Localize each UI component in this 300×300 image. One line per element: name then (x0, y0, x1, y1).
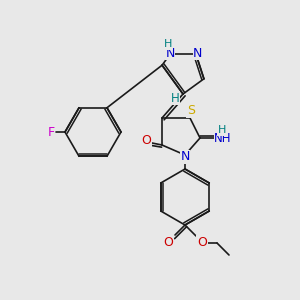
Text: O: O (163, 236, 173, 250)
Text: O: O (141, 134, 151, 148)
Text: O: O (197, 236, 207, 248)
Text: H: H (164, 39, 172, 49)
Text: F: F (47, 125, 55, 139)
Text: H: H (218, 125, 226, 135)
Text: N: N (180, 151, 190, 164)
Text: S: S (187, 104, 195, 118)
Text: H: H (171, 92, 179, 104)
Text: NH: NH (214, 131, 232, 145)
Text: N: N (165, 47, 175, 60)
Text: N: N (193, 47, 203, 60)
